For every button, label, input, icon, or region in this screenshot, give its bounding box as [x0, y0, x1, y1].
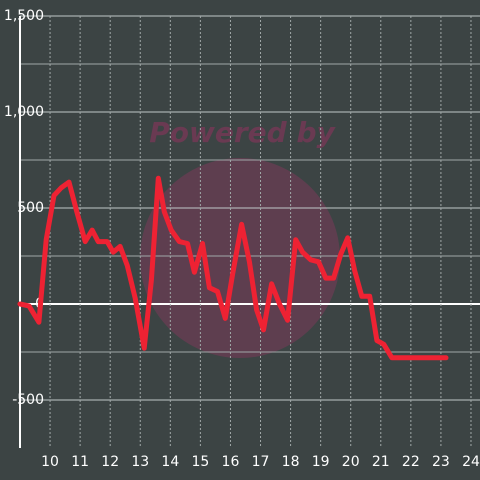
- x-tick-label: 18: [282, 454, 300, 470]
- x-tick-label: 12: [101, 454, 119, 470]
- x-tick-label: 19: [312, 454, 330, 470]
- x-tick-label: 10: [41, 454, 59, 470]
- y-tick-label: 1,000: [4, 104, 44, 120]
- series-line: [17, 175, 449, 361]
- x-tick-label: 24: [462, 454, 480, 470]
- x-tick-label: 11: [71, 454, 89, 470]
- y-tick-label: 500: [17, 200, 44, 216]
- x-tick-label: 14: [161, 454, 179, 470]
- x-tick-label: 23: [432, 454, 450, 470]
- x-tick-label: 17: [252, 454, 270, 470]
- x-tick-label: 20: [342, 454, 360, 470]
- x-tick-label: 15: [191, 454, 209, 470]
- y-tick-label: -500: [12, 392, 44, 408]
- x-tick-label: 16: [222, 454, 240, 470]
- x-tick-label: 21: [372, 454, 390, 470]
- x-tick-label: 22: [402, 454, 420, 470]
- x-tick-label: 13: [131, 454, 149, 470]
- y-tick-label: 1,500: [4, 8, 44, 24]
- watermark: Powered by: [149, 116, 336, 149]
